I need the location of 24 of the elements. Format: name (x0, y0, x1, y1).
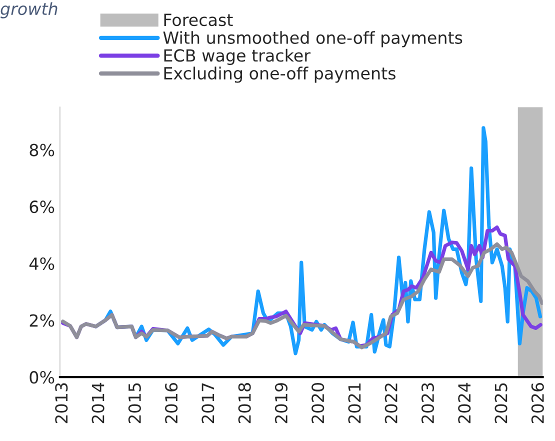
x-tick-label: 2021 (348, 383, 361, 424)
x-tick-label: 2024 (458, 382, 471, 424)
x-tick-label: 2017 (202, 383, 214, 424)
x-tick-label: 2025 (494, 383, 508, 424)
x-tick-label: 2013 (55, 383, 68, 424)
y-tick-label: 0% (30, 371, 54, 384)
legend-label: Excluding one-off payments (164, 66, 396, 83)
y-tick-label: 8% (30, 144, 54, 156)
x-tick-label: 2022 (384, 384, 398, 424)
x-tick-label: 2019 (274, 383, 288, 424)
x-tick-label: 2026 (531, 382, 544, 424)
x-tick-label: 2015 (128, 383, 141, 424)
y-tick-label: 4% (29, 257, 54, 270)
x-tick-label: 2018 (238, 383, 251, 424)
x-tick-label: 2016 (165, 382, 178, 424)
y-tick-label: 6% (30, 200, 54, 214)
y-tick-label: 2% (30, 314, 54, 327)
legend-label: ECB wage tracker (164, 48, 310, 66)
x-tick-label: 2023 (421, 383, 434, 424)
chart-title: growth (0, 2, 58, 18)
legend-label: Forecast (164, 14, 233, 26)
x-tick-label: 2020 (312, 383, 324, 424)
legend-label: With unsmoothed one-off payments (163, 31, 462, 48)
x-tick-label: 2014 (92, 382, 104, 424)
